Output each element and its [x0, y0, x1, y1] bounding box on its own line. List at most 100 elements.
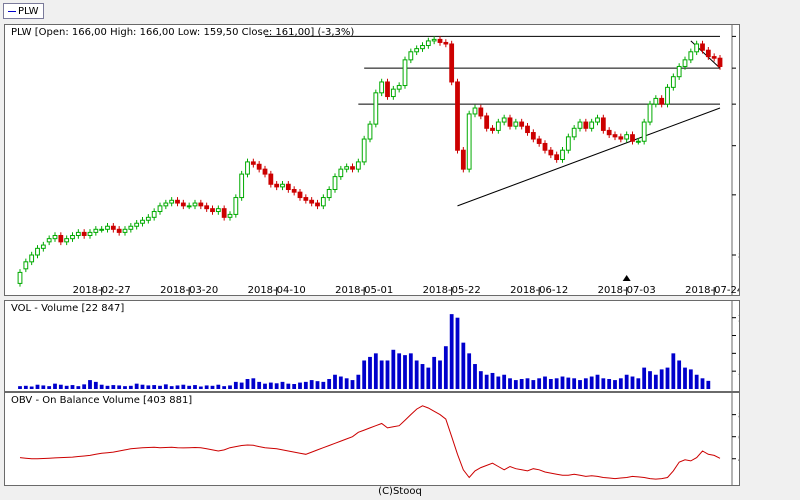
volume-bar — [426, 367, 431, 389]
volume-bar — [700, 378, 705, 389]
volume-bar — [163, 384, 168, 389]
candle-body — [478, 107, 484, 117]
candle-body — [215, 208, 221, 213]
candle-body — [58, 235, 64, 243]
volume-bar — [41, 385, 46, 389]
candle-body — [99, 228, 105, 231]
candle-body — [180, 202, 186, 207]
volume-bar — [210, 385, 215, 389]
volume-bar — [181, 384, 186, 389]
volume-bar — [140, 384, 145, 389]
volume-bar — [309, 380, 314, 389]
price-x-tick-label: 2018-05-01 — [335, 285, 393, 295]
volume-bar — [146, 385, 151, 389]
candle-body — [630, 134, 635, 142]
volume-bar — [216, 384, 221, 389]
obv-panel: 400 000 600 000 800 000 OBV - On Balance V… — [4, 392, 779, 486]
obv-y-tick-label: 400 000 — [738, 455, 739, 466]
volume-bar — [111, 385, 116, 389]
price-x-tick-label: 2018-07-03 — [598, 285, 656, 295]
volume-bar — [578, 380, 582, 389]
candle-body — [612, 134, 618, 138]
volume-bar — [391, 349, 396, 389]
candle-body — [536, 138, 542, 144]
volume-bar — [356, 374, 361, 389]
obv-chart: 400 000 600 000 800 000 — [19, 393, 779, 485]
candle-body — [542, 142, 548, 151]
candle-body — [519, 121, 525, 127]
candle-body — [221, 208, 227, 218]
candle-body — [361, 138, 367, 163]
price-y-tick-label: 100,00 — [738, 191, 739, 202]
candle-body — [17, 271, 23, 284]
volume-bar — [117, 385, 122, 389]
volume-bar — [76, 386, 81, 389]
volume-bar — [93, 381, 98, 389]
volume-bar — [665, 367, 670, 389]
volume-bar — [99, 384, 104, 389]
volume-bar — [123, 386, 127, 389]
volume-bar — [414, 360, 419, 389]
candle-body — [396, 85, 402, 90]
volume-bar — [397, 353, 402, 389]
candle-body — [245, 161, 250, 175]
candle-body — [414, 48, 420, 53]
candle-body — [624, 134, 630, 140]
candle-body — [309, 199, 315, 204]
volume-bar — [70, 385, 75, 389]
candle-body — [501, 117, 507, 123]
price-x-tick-label: 2018-07-24 — [685, 285, 739, 295]
candle-body — [472, 107, 478, 115]
price-x-tick-label: 2018-06-12 — [510, 285, 568, 295]
candle-body — [688, 51, 694, 61]
candle-body — [344, 166, 350, 170]
candle-body — [676, 65, 682, 78]
volume-bar — [408, 353, 413, 389]
candle-body — [134, 222, 140, 227]
volume-bar — [548, 379, 553, 389]
volume-bar — [268, 382, 273, 389]
candle-body — [443, 41, 449, 45]
volume-bar — [204, 385, 209, 389]
candle-body — [665, 86, 670, 105]
volume-bar — [525, 378, 530, 389]
candle-body — [64, 238, 70, 243]
volume-bar — [193, 385, 197, 389]
volume-bar — [35, 384, 40, 389]
volume-bar — [624, 374, 629, 389]
volume-bar — [350, 380, 355, 389]
volume-bar — [23, 385, 28, 389]
volume-panel: 50 000 100 000 150 000 200 000 VOL - Volume… — [4, 300, 779, 392]
candle-body — [577, 121, 583, 129]
candle-body — [93, 228, 99, 233]
candle-body — [70, 235, 75, 240]
volume-bar — [88, 380, 92, 389]
volume-bar — [327, 379, 332, 389]
volume-bar — [257, 381, 262, 389]
candle-body — [157, 205, 163, 213]
volume-bar — [443, 346, 448, 389]
volume-bar — [18, 386, 22, 389]
volume-chart: 50 000 100 000 150 000 200 000 — [18, 301, 779, 391]
volume-bar — [53, 383, 57, 389]
volume-bar — [648, 371, 652, 389]
volume-bar — [513, 380, 518, 389]
candle-body — [635, 140, 641, 143]
candle-body — [52, 235, 58, 240]
candle-body — [571, 127, 577, 138]
candle-body — [595, 117, 600, 123]
volume-bar — [601, 378, 606, 389]
candle-body — [583, 121, 589, 129]
candle-body — [297, 191, 303, 199]
volume-bar — [105, 385, 110, 389]
volume-bar — [543, 376, 547, 389]
legend: PLW — [3, 3, 44, 19]
candle-body — [402, 59, 408, 87]
candle-body — [303, 197, 309, 201]
price-title: PLW [Open: 166,00 High: 166,00 Low: 159,… — [11, 27, 355, 38]
price-y-tick-label: 160,00 — [738, 64, 739, 75]
volume-bar — [461, 342, 466, 389]
volume-y-tick-label: 50 000 — [738, 367, 739, 378]
candle-body — [670, 76, 676, 88]
volume-bar — [566, 377, 571, 389]
